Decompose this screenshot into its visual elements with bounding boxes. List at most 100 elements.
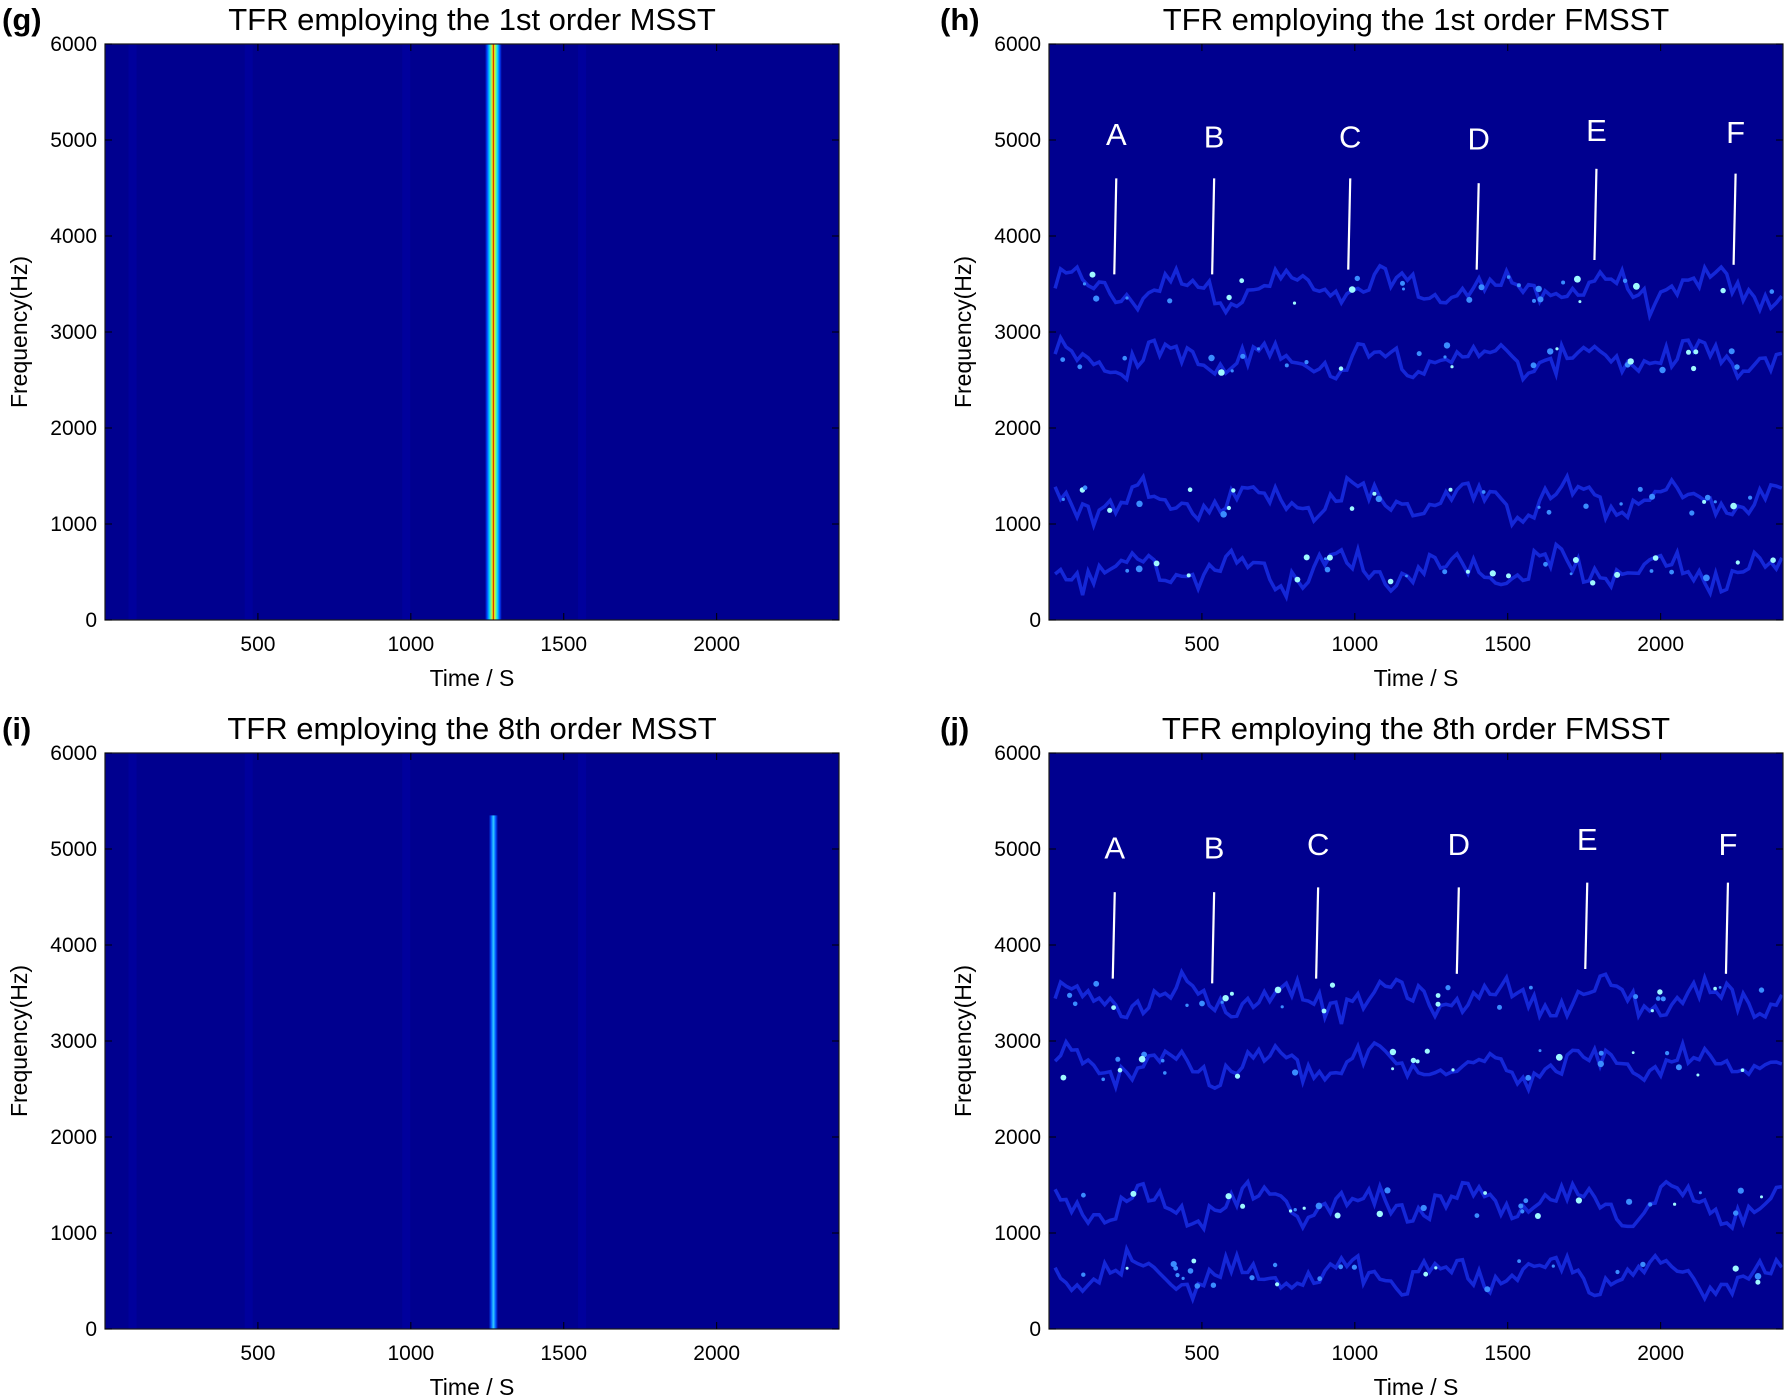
ridge-speckle bbox=[1443, 342, 1451, 349]
ridge-speckle bbox=[1230, 369, 1234, 373]
ridge-speckle bbox=[1275, 1282, 1280, 1287]
y-tick-label: 4000 bbox=[50, 934, 97, 957]
ridge-speckle bbox=[1525, 1074, 1532, 1081]
x-tick-label: 2000 bbox=[693, 633, 740, 656]
faint-vertical-mark bbox=[578, 44, 587, 620]
heatmap-background bbox=[1049, 44, 1783, 620]
ridge-speckle bbox=[1769, 289, 1775, 294]
annotation-label: A bbox=[1106, 117, 1127, 152]
ridge-speckle bbox=[1649, 493, 1656, 500]
ridge-speckle bbox=[1210, 1282, 1217, 1288]
y-tick-label: 0 bbox=[85, 1318, 97, 1341]
ridge-speckle bbox=[1402, 287, 1405, 291]
ridge-speckle bbox=[1194, 1283, 1201, 1289]
ridge-speckle bbox=[1696, 1073, 1700, 1077]
y-axis-label: Frequency(Hz) bbox=[6, 965, 32, 1117]
ridge-speckle bbox=[1274, 986, 1282, 994]
faint-vertical-mark bbox=[128, 753, 137, 1329]
y-tick-label: 3000 bbox=[994, 1030, 1041, 1053]
annotation-label: F bbox=[1726, 115, 1745, 150]
annotation-leader-line bbox=[1584, 882, 1589, 970]
ridge-speckle bbox=[1622, 278, 1628, 283]
ridge-speckle bbox=[1626, 1198, 1633, 1205]
ridge-speckle bbox=[1375, 495, 1383, 503]
ridge-speckle bbox=[1435, 1001, 1441, 1007]
ridge-speckle bbox=[1520, 1209, 1525, 1214]
ridge-speckle bbox=[1481, 490, 1486, 494]
ridge-speckle bbox=[1517, 1259, 1521, 1263]
ridge-speckle bbox=[1334, 1212, 1341, 1219]
ridge-speckle bbox=[1760, 1195, 1763, 1199]
ridge-speckle bbox=[1737, 1187, 1744, 1194]
x-axis-label: Time / S bbox=[1374, 665, 1459, 691]
faint-vertical-mark bbox=[402, 44, 411, 620]
ridge-speckle bbox=[1598, 1050, 1604, 1056]
ridge-speckle bbox=[1187, 487, 1193, 493]
ridge-speckle bbox=[1082, 282, 1087, 286]
annotation-label: F bbox=[1718, 827, 1737, 862]
ridge-speckle bbox=[1713, 986, 1717, 991]
y-tick-label: 6000 bbox=[994, 742, 1041, 765]
y-axis-label: Frequency(Hz) bbox=[6, 256, 32, 408]
ridge-speckle bbox=[1619, 502, 1623, 506]
x-tick-label: 1500 bbox=[540, 1342, 587, 1365]
ridge-speckle bbox=[1329, 982, 1336, 988]
ridge-speckle bbox=[1702, 499, 1707, 504]
ridge-speckle bbox=[1338, 366, 1344, 371]
ridge-speckle bbox=[1529, 985, 1533, 990]
ridge-speckle bbox=[1060, 1074, 1067, 1081]
y-axis-label: Frequency(Hz) bbox=[950, 256, 976, 408]
ridge-speckle bbox=[1081, 1192, 1086, 1198]
annotation-leader-line bbox=[1732, 173, 1737, 265]
y-tick-label: 2000 bbox=[50, 1126, 97, 1149]
ridge-speckle bbox=[1689, 510, 1695, 516]
ridge-speckle bbox=[1648, 1202, 1653, 1207]
panel-3: 500 1000 1500 2000 0 1000 2000 3000 4000 5000 6000… bbox=[940, 711, 1784, 1397]
x-tick-label: 500 bbox=[240, 1342, 275, 1365]
ridge-speckle bbox=[1187, 1268, 1194, 1274]
ridge-speckle bbox=[1093, 295, 1100, 302]
panel-label: (h) bbox=[940, 2, 980, 37]
panel-label: (j) bbox=[940, 711, 969, 746]
ridge-speckle bbox=[1546, 509, 1552, 515]
ridge-speckle bbox=[1249, 1275, 1255, 1281]
ridge-speckle bbox=[1175, 1273, 1180, 1278]
y-axis-label: Frequency(Hz) bbox=[950, 965, 976, 1117]
ridge-speckle bbox=[1324, 557, 1327, 561]
ridge-speckle bbox=[1294, 576, 1301, 583]
ridge-speckle bbox=[1627, 358, 1634, 365]
ridge-speckle bbox=[1115, 1056, 1121, 1062]
ridge-speckle bbox=[1304, 360, 1309, 365]
ridge-speckle bbox=[1435, 993, 1441, 998]
ridge-speckle bbox=[1445, 985, 1451, 991]
ridge-speckle bbox=[1532, 298, 1536, 303]
ridge-speckle bbox=[1405, 574, 1408, 578]
ridge-speckle bbox=[1754, 1273, 1762, 1280]
ridge-speckle bbox=[1199, 1000, 1205, 1007]
x-axis-label: Time / S bbox=[430, 1374, 515, 1397]
ridge-speckle bbox=[1770, 557, 1776, 563]
ridge-speckle bbox=[1384, 1187, 1391, 1194]
ridge-speckle bbox=[1101, 1077, 1105, 1082]
ridge-track bbox=[1053, 967, 1784, 1025]
ridge-speckle bbox=[1655, 996, 1661, 1001]
y-tick-label: 4000 bbox=[994, 225, 1041, 248]
ridge-speckle bbox=[1208, 354, 1215, 362]
ridge-speckle bbox=[1650, 1009, 1654, 1013]
ridge-speckle bbox=[1693, 349, 1699, 355]
ridge-speckle bbox=[1733, 1210, 1739, 1216]
ridge-speckle bbox=[1652, 555, 1659, 561]
ridge-speckle bbox=[1489, 570, 1496, 577]
ridge-speckle bbox=[1111, 1005, 1116, 1010]
ridge-speckle bbox=[1234, 1073, 1241, 1079]
y-tick-label: 2000 bbox=[994, 417, 1041, 440]
annotation-leader-line bbox=[1724, 882, 1730, 974]
ridge-speckle bbox=[1465, 569, 1470, 574]
panel-label: (g) bbox=[2, 2, 42, 37]
ridge-speckle bbox=[1434, 1266, 1438, 1270]
annotation-label: A bbox=[1104, 831, 1125, 866]
ridge-speckle bbox=[1583, 503, 1589, 509]
ridge-speckle bbox=[1574, 275, 1581, 283]
ridge-speckle bbox=[1704, 494, 1711, 501]
